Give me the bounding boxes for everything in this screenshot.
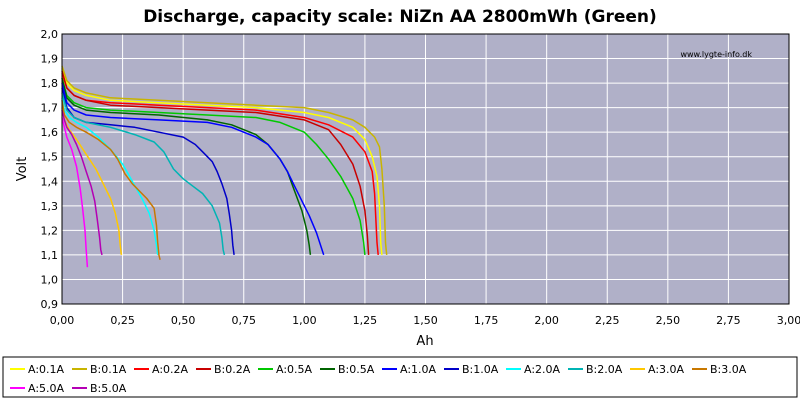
- legend-label: A:1.0A: [400, 363, 437, 376]
- legend-label: B:0.5A: [338, 363, 375, 376]
- series-layer: [61, 65, 388, 268]
- legend-label: B:0.2A: [214, 363, 251, 376]
- series-line: [61, 78, 312, 255]
- legend-label: A:0.1A: [28, 363, 65, 376]
- x-tick-label: 2,00: [534, 314, 559, 327]
- watermark: www.lygte-info.dk: [680, 50, 752, 59]
- y-tick-label: 1,1: [41, 249, 59, 262]
- series-line: [61, 77, 366, 255]
- legend-label: B:5.0A: [90, 382, 127, 395]
- series-line: [61, 92, 226, 256]
- x-tick-label: 1,00: [292, 314, 317, 327]
- series-line: [61, 68, 383, 255]
- x-tick-labels: 0,00 0,25 0,50 0,75 1,00 1,25 1,50 1,75 2,00 2,25…: [50, 314, 800, 327]
- y-tick-label: 1,6: [41, 126, 59, 139]
- x-tick-label: 2,75: [716, 314, 741, 327]
- x-tick-label: 2,50: [656, 314, 681, 327]
- x-tick-label: 2,25: [595, 314, 620, 327]
- y-tick-label: 1,3: [41, 200, 59, 213]
- x-tick-label: 3,00: [777, 314, 800, 327]
- x-tick-label: 0,75: [232, 314, 257, 327]
- legend-label: B:3.0A: [710, 363, 747, 376]
- x-axis-label: Ah: [416, 334, 433, 349]
- chart-title: Discharge, capacity scale: NiZn AA 2800m…: [143, 7, 657, 27]
- y-tick-label: 0,9: [41, 298, 59, 311]
- legend-label: B:0.1A: [90, 363, 127, 376]
- series-line: [61, 70, 370, 255]
- legend-label: A:0.5A: [276, 363, 313, 376]
- series-line: [61, 65, 388, 255]
- legend-label: B:2.0A: [586, 363, 623, 376]
- series-line: [61, 107, 123, 255]
- y-tick-label: 1,7: [41, 102, 59, 115]
- x-tick-label: 1,25: [353, 314, 378, 327]
- series-line: [61, 82, 325, 256]
- x-tick-label: 0,25: [110, 314, 135, 327]
- legend-label: A:2.0A: [524, 363, 561, 376]
- y-tick-labels: 0,9 1,0 1,1 1,2 1,3 1,4 1,5 1,6 1,7 1,8 1,9 2,0: [41, 28, 59, 311]
- legend-label: A:0.2A: [152, 363, 189, 376]
- y-tick-label: 1,0: [41, 273, 59, 286]
- y-tick-label: 1,9: [41, 53, 59, 66]
- y-tick-label: 1,4: [41, 175, 59, 188]
- y-tick-label: 2,0: [41, 28, 59, 41]
- y-tick-label: 1,5: [41, 151, 59, 164]
- x-tick-label: 0,50: [171, 314, 196, 327]
- y-axis-label: Volt: [15, 157, 30, 182]
- x-tick-label: 0,00: [50, 314, 75, 327]
- legend-label: A:3.0A: [648, 363, 685, 376]
- legend: A:0.1A B:0.1A A:0.2A B:0.2A A:0.5A B:0.5A A:1.…: [10, 363, 747, 395]
- series-line: [61, 109, 103, 256]
- series-line: [61, 117, 89, 268]
- x-tick-label: 1,75: [474, 314, 499, 327]
- plot-border: [61, 33, 790, 305]
- legend-box: [2, 356, 798, 398]
- x-tick-label: 1,50: [413, 314, 438, 327]
- legend-label: A:5.0A: [28, 382, 65, 395]
- legend-label: B:1.0A: [462, 363, 499, 376]
- y-tick-label: 1,8: [41, 77, 59, 90]
- y-tick-label: 1,2: [41, 224, 59, 237]
- series-line: [61, 100, 161, 260]
